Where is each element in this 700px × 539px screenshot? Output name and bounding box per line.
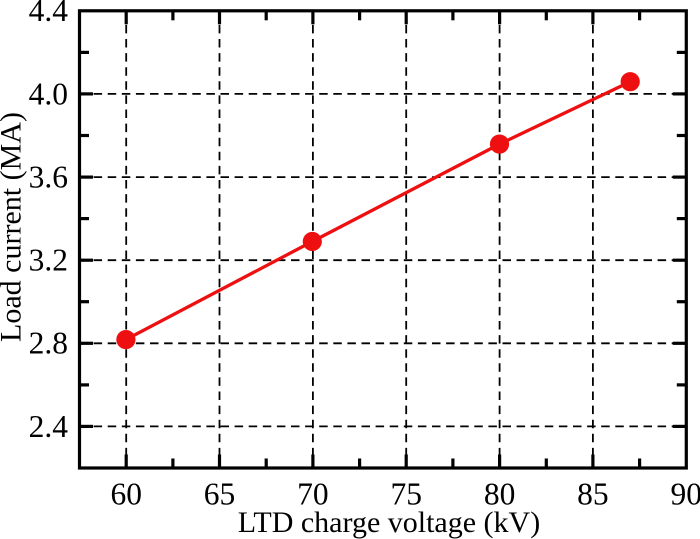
svg-text:LTD charge voltage (kV): LTD charge voltage (kV) bbox=[238, 506, 540, 539]
svg-text:75: 75 bbox=[390, 476, 422, 511]
svg-text:85: 85 bbox=[577, 476, 609, 511]
svg-text:3.2: 3.2 bbox=[29, 243, 68, 278]
svg-text:3.6: 3.6 bbox=[29, 160, 68, 195]
svg-text:65: 65 bbox=[204, 476, 236, 511]
svg-text:4.4: 4.4 bbox=[29, 0, 69, 28]
svg-text:80: 80 bbox=[484, 476, 516, 511]
svg-text:70: 70 bbox=[297, 476, 329, 511]
svg-text:90: 90 bbox=[671, 476, 700, 511]
svg-text:2.4: 2.4 bbox=[29, 409, 69, 444]
svg-text:60: 60 bbox=[110, 476, 142, 511]
svg-text:Load current (MA): Load current (MA) bbox=[0, 112, 28, 342]
svg-text:4.0: 4.0 bbox=[29, 76, 68, 111]
svg-text:2.8: 2.8 bbox=[29, 326, 68, 361]
